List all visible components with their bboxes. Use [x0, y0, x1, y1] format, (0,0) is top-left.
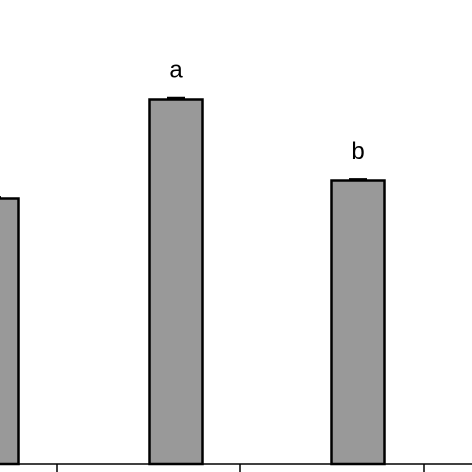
significance-label: b [351, 138, 364, 165]
significance-label: a [169, 57, 183, 84]
bar [330, 179, 386, 466]
bar [148, 98, 204, 466]
bar [0, 197, 20, 466]
